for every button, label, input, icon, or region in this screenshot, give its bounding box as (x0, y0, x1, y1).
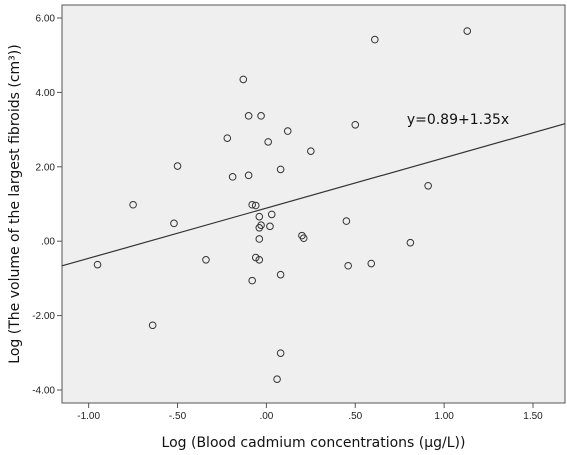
data-point (202, 255, 210, 264)
data-point (148, 321, 157, 330)
data-point (276, 165, 285, 174)
y-tick-label: 6.00 (36, 14, 56, 25)
regression-line (61, 123, 566, 267)
data-point (344, 261, 352, 270)
data-point (276, 349, 285, 357)
data-point (351, 120, 360, 129)
data-point (257, 112, 265, 120)
y-tick-label: 4.00 (36, 88, 56, 99)
data-point (255, 255, 264, 264)
data-point (129, 200, 137, 209)
data-point (223, 134, 232, 142)
data-point (367, 259, 376, 268)
y-tick-label: -2.00 (32, 311, 55, 322)
data-point (244, 112, 253, 120)
x-axis-title: Log (Blood cadmium concentrations (μg/L)… (162, 435, 466, 451)
data-point (267, 210, 276, 219)
data-point (244, 171, 253, 180)
regression-equation: y=0.89+1.35x (407, 112, 509, 128)
data-point (93, 260, 102, 269)
data-point (251, 201, 260, 210)
x-tick-label: .50 (348, 411, 362, 422)
data-point (248, 200, 256, 209)
data-point (371, 35, 379, 44)
data-point (264, 138, 272, 146)
y-tick-label: .00 (41, 237, 55, 248)
x-tick-label: 1.50 (523, 411, 543, 422)
x-axis: -1.00 -.50 .00 .50 1.00 1.50 (77, 403, 543, 422)
data-point (406, 238, 415, 247)
y-axis: -4.00 -2.00 .00 2.00 4.00 6.00 (32, 14, 62, 396)
data-point (239, 75, 248, 84)
data-point (173, 162, 182, 170)
data-point (342, 217, 351, 225)
data-point (276, 270, 285, 279)
data-point (257, 221, 265, 230)
data-points (93, 27, 472, 383)
data-point (255, 212, 264, 221)
data-point (255, 235, 264, 243)
data-point (299, 234, 308, 243)
data-point (266, 222, 274, 231)
data-point (424, 181, 432, 190)
x-tick-label: 1.00 (434, 411, 454, 422)
x-tick-label: -.50 (169, 411, 187, 422)
x-tick-label: -1.00 (77, 411, 100, 422)
x-tick-label: .00 (259, 411, 273, 422)
data-point (248, 276, 256, 285)
plot-area (61, 4, 566, 404)
data-point (463, 27, 472, 35)
data-point (228, 173, 237, 181)
data-point (170, 219, 178, 228)
data-point (307, 147, 315, 155)
data-point (273, 375, 281, 383)
data-point (283, 127, 292, 135)
y-tick-label: 2.00 (36, 162, 56, 173)
y-axis-title: Log (The volume of the largest fibroids … (7, 44, 23, 363)
y-tick-label: -4.00 (32, 385, 55, 396)
